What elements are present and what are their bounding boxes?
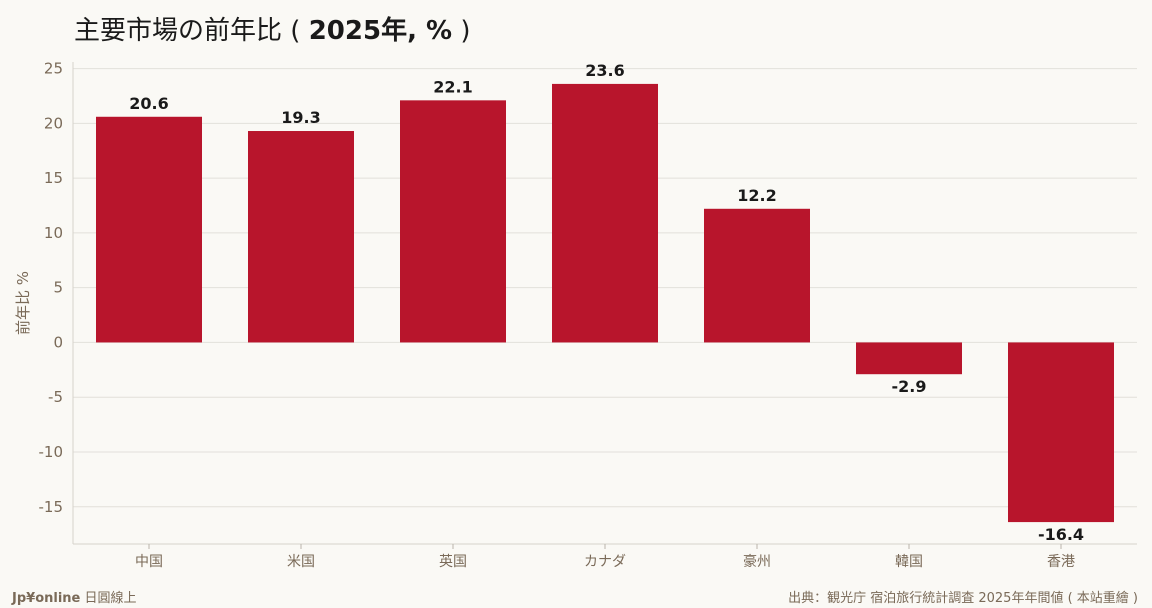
y-tick-label: -15 — [39, 498, 64, 516]
brand-sub: 日圓線上 — [84, 591, 137, 606]
y-tick-label: 25 — [44, 60, 63, 78]
data-label: 23.6 — [585, 61, 624, 80]
x-tick-label: 中国 — [135, 554, 163, 570]
title-bold: 2025年, % — [308, 16, 453, 46]
x-tick-label: 韓国 — [895, 554, 923, 570]
y-axis-label: 前年比 % — [14, 271, 32, 335]
y-tick-label: -10 — [39, 443, 64, 461]
footer-brand: Jp¥online 日圓線上 — [12, 587, 137, 606]
bar — [96, 116, 202, 343]
x-tick-label: 米国 — [287, 554, 315, 570]
footer-source: 出典：観光庁 宿泊旅行統計調査 2025年年間値 ( 本站重繪 ) — [788, 591, 1138, 606]
brand-name: Jp¥online — [12, 591, 81, 606]
title-paren-open: ( — [290, 16, 301, 46]
y-tick-label: -5 — [48, 388, 63, 406]
chart-title: 主要市場の前年比 ( 2025年, % ) — [74, 10, 470, 47]
bar — [552, 83, 658, 343]
x-tick-label: 豪州 — [743, 554, 771, 570]
x-tick-label: 英国 — [439, 553, 467, 570]
data-label: 22.1 — [433, 77, 472, 96]
y-tick-label: 10 — [44, 224, 63, 242]
y-tick-label: 20 — [44, 114, 63, 132]
bar — [1008, 342, 1114, 523]
data-label: 20.6 — [129, 94, 168, 113]
data-label: 19.3 — [281, 108, 320, 127]
data-label: -16.4 — [1038, 525, 1084, 544]
bar — [248, 131, 354, 343]
title-paren-close: ) — [460, 16, 471, 46]
y-tick-label: 15 — [44, 169, 63, 187]
bar — [856, 342, 962, 375]
data-label: -2.9 — [892, 377, 927, 396]
bar — [704, 208, 810, 343]
title-main: 主要市場の前年比 — [74, 16, 283, 46]
x-tick-label: カナダ — [584, 554, 626, 570]
y-tick-label: 5 — [53, 279, 63, 297]
bar — [400, 100, 506, 343]
data-label: 12.2 — [737, 186, 776, 205]
y-tick-label: 0 — [53, 333, 63, 351]
x-tick-label: 香港 — [1047, 554, 1075, 570]
